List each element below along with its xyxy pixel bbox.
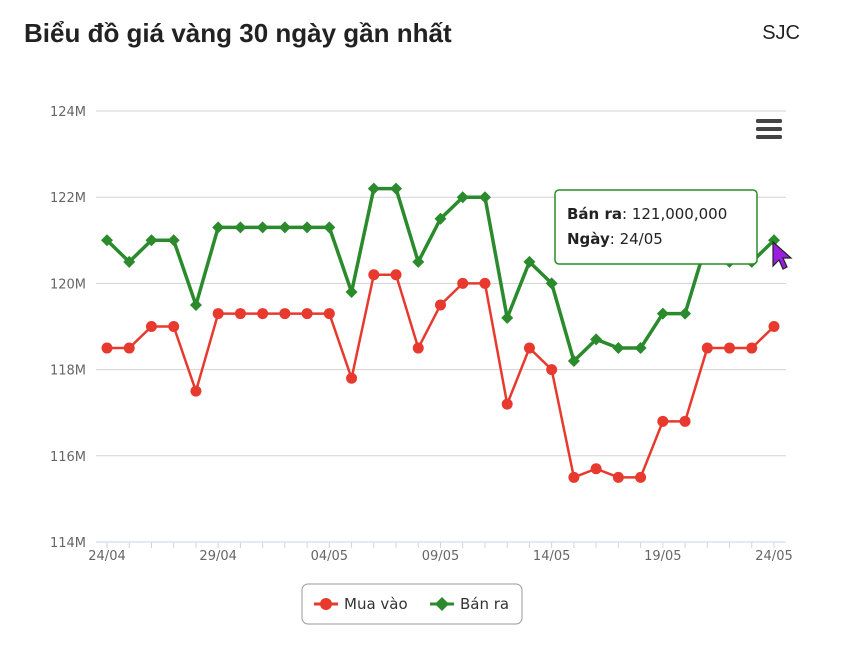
legend-item-ban-ra[interactable]: Bán ra bbox=[430, 595, 509, 613]
data-point-ban-ra[interactable] bbox=[567, 354, 580, 367]
x-tick-label: 09/05 bbox=[422, 549, 459, 564]
data-point-mua-vao[interactable] bbox=[123, 342, 135, 354]
data-point-ban-ra[interactable] bbox=[212, 221, 225, 234]
data-point-mua-vao[interactable] bbox=[390, 269, 402, 281]
data-point-ban-ra[interactable] bbox=[456, 191, 469, 204]
data-point-ban-ra[interactable] bbox=[501, 311, 514, 324]
data-point-mua-vao[interactable] bbox=[301, 308, 313, 320]
data-point-ban-ra[interactable] bbox=[412, 255, 425, 268]
data-point-ban-ra[interactable] bbox=[234, 221, 247, 234]
y-tick-label: 120M bbox=[50, 277, 86, 292]
tooltip: Bán ra: 121,000,000 Ngày: 24/05 bbox=[554, 189, 758, 265]
brand-label: SJC bbox=[762, 22, 800, 44]
data-point-ban-ra[interactable] bbox=[590, 333, 603, 346]
data-point-mua-vao[interactable] bbox=[212, 308, 224, 320]
data-point-mua-vao[interactable] bbox=[279, 308, 291, 320]
x-tick-label: 24/05 bbox=[755, 549, 792, 564]
tooltip-value: 121,000,000 bbox=[632, 205, 727, 223]
data-point-ban-ra[interactable] bbox=[145, 234, 158, 247]
data-point-ban-ra[interactable] bbox=[545, 277, 558, 290]
data-point-mua-vao[interactable] bbox=[168, 321, 180, 332]
y-tick-label: 116M bbox=[50, 450, 86, 465]
data-point-ban-ra[interactable] bbox=[367, 182, 380, 195]
data-point-mua-vao[interactable] bbox=[234, 308, 246, 320]
data-point-mua-vao[interactable] bbox=[412, 342, 424, 354]
data-point-mua-vao[interactable] bbox=[701, 342, 713, 354]
data-point-ban-ra[interactable] bbox=[634, 342, 647, 355]
legend: Mua vào Bán ra bbox=[301, 583, 523, 625]
data-point-mua-vao[interactable] bbox=[568, 471, 580, 483]
data-point-mua-vao[interactable] bbox=[768, 321, 780, 332]
data-point-ban-ra[interactable] bbox=[523, 255, 536, 268]
y-tick-label: 118M bbox=[50, 364, 86, 379]
data-point-ban-ra[interactable] bbox=[323, 221, 336, 234]
data-point-ban-ra[interactable] bbox=[256, 221, 269, 234]
data-point-mua-vao[interactable] bbox=[435, 299, 446, 311]
data-point-mua-vao[interactable] bbox=[657, 415, 669, 427]
y-tick-label: 114M bbox=[50, 536, 86, 551]
data-point-mua-vao[interactable] bbox=[746, 342, 758, 354]
data-point-ban-ra[interactable] bbox=[679, 307, 692, 320]
y-tick-label: 122M bbox=[50, 191, 86, 206]
data-point-mua-vao[interactable] bbox=[145, 321, 157, 332]
data-point-mua-vao[interactable] bbox=[590, 463, 602, 475]
data-point-mua-vao[interactable] bbox=[546, 364, 558, 376]
tooltip-date: 24/05 bbox=[620, 230, 663, 248]
svg-text:Bán ra: 121,000,000: Bán ra: 121,000,000 bbox=[567, 205, 727, 223]
data-point-ban-ra[interactable] bbox=[390, 182, 403, 195]
x-tick-label: 24/04 bbox=[88, 549, 125, 564]
data-point-mua-vao[interactable] bbox=[679, 415, 691, 427]
tooltip-series-label: Bán ra bbox=[567, 205, 622, 223]
data-point-ban-ra[interactable] bbox=[189, 298, 202, 311]
legend-item-mua-vao[interactable]: Mua vào bbox=[314, 595, 408, 613]
data-point-ban-ra[interactable] bbox=[123, 255, 136, 268]
x-tick-label: 14/05 bbox=[533, 549, 570, 564]
data-point-mua-vao[interactable] bbox=[190, 385, 202, 397]
x-tick-label: 29/04 bbox=[199, 549, 236, 564]
legend-label-mua-vao: Mua vào bbox=[344, 595, 408, 613]
data-point-mua-vao[interactable] bbox=[368, 269, 380, 281]
legend-label-ban-ra: Bán ra bbox=[460, 595, 509, 613]
data-point-mua-vao[interactable] bbox=[346, 372, 358, 384]
data-point-mua-vao[interactable] bbox=[501, 398, 513, 410]
data-point-ban-ra[interactable] bbox=[301, 221, 314, 234]
data-point-ban-ra[interactable] bbox=[278, 221, 291, 234]
data-point-mua-vao[interactable] bbox=[101, 342, 113, 354]
data-point-mua-vao[interactable] bbox=[457, 277, 469, 289]
mouse-cursor-icon bbox=[772, 240, 793, 270]
data-point-ban-ra[interactable] bbox=[101, 234, 113, 247]
svg-text:Ngày: 24/05: Ngày: 24/05 bbox=[567, 230, 663, 248]
x-tick-label: 04/05 bbox=[311, 549, 348, 564]
data-point-mua-vao[interactable] bbox=[724, 342, 736, 354]
data-point-ban-ra[interactable] bbox=[167, 234, 180, 247]
x-axis: 24/04 29/04 04/05 09/05 14/05 19/05 24/05 bbox=[88, 541, 793, 564]
data-point-ban-ra[interactable] bbox=[478, 191, 491, 204]
data-point-mua-vao[interactable] bbox=[612, 471, 624, 483]
data-point-ban-ra[interactable] bbox=[434, 212, 447, 225]
data-point-ban-ra[interactable] bbox=[612, 342, 625, 355]
y-axis: 114M 116M 118M 120M 122M 124M bbox=[50, 105, 86, 551]
data-point-mua-vao[interactable] bbox=[635, 471, 647, 483]
data-point-mua-vao[interactable] bbox=[257, 308, 269, 320]
chart-title: Biểu đồ giá vàng 30 ngày gần nhất bbox=[24, 18, 452, 48]
y-tick-label: 124M bbox=[50, 105, 86, 120]
hamburger-menu-icon[interactable] bbox=[756, 119, 782, 139]
data-point-ban-ra[interactable] bbox=[345, 286, 358, 299]
data-point-ban-ra[interactable] bbox=[656, 307, 669, 320]
tooltip-date-label: Ngày bbox=[567, 230, 610, 248]
data-point-mua-vao[interactable] bbox=[479, 277, 491, 289]
data-point-mua-vao[interactable] bbox=[323, 308, 335, 320]
grid-lines bbox=[96, 110, 786, 457]
x-tick-label: 19/05 bbox=[644, 549, 681, 564]
data-point-mua-vao[interactable] bbox=[523, 342, 535, 354]
data-point-ban-ra[interactable] bbox=[768, 234, 780, 247]
